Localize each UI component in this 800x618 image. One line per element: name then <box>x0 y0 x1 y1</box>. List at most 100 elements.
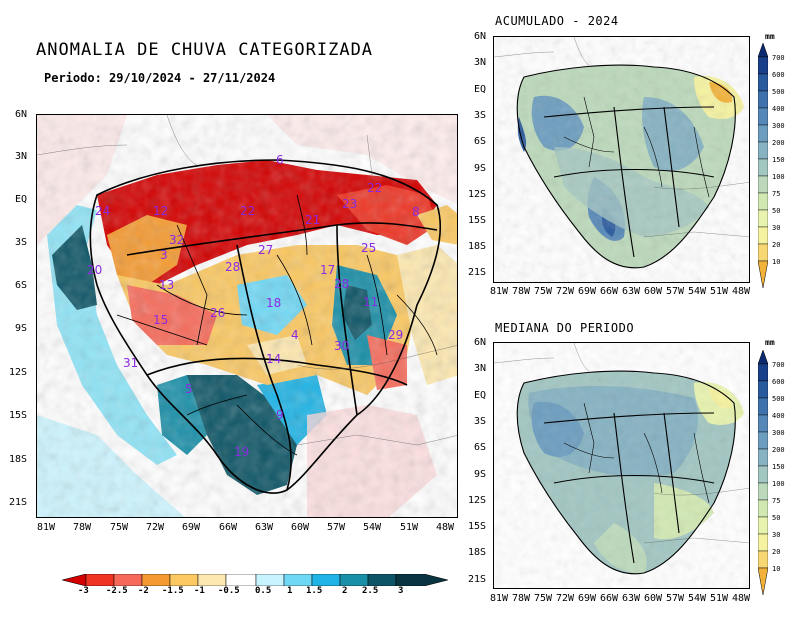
colorbar-tick-label: -0.5 <box>218 586 240 596</box>
lon-tick: 60W <box>644 593 663 604</box>
colorbar-tick-label: 300 <box>772 122 785 130</box>
colorbar-tick-label: 1 <box>287 586 293 596</box>
main-map-period: Periodo: 29/10/2024 - 27/11/2024 <box>44 71 276 85</box>
bottom-precip-colorbar <box>757 349 769 596</box>
colorbar-tick-label: 2.5 <box>362 586 379 596</box>
lon-tick: 66W <box>219 522 238 533</box>
main-map-title: ANOMALIA DE CHUVA CATEGORIZADA <box>36 40 374 60</box>
lon-tick: 75W <box>534 286 553 297</box>
lat-tick: 21S <box>9 497 28 508</box>
lat-tick: EQ <box>474 84 487 95</box>
lat-tick: 6N <box>474 31 487 42</box>
lon-tick: 51W <box>710 593 729 604</box>
colorbar-tick-label: -2.5 <box>106 586 128 596</box>
lon-tick: 63W <box>622 286 641 297</box>
colorbar-tick-label: 50 <box>772 514 781 522</box>
basin-label: 26 <box>210 306 226 320</box>
basin-label: 28 <box>225 260 241 274</box>
lat-tick: 18S <box>9 454 28 465</box>
lat-tick: 3S <box>474 110 487 121</box>
lat-tick: 6N <box>15 109 28 120</box>
lat-tick: 3S <box>15 237 28 248</box>
colorbar-tick-label: -2 <box>138 586 149 596</box>
basin-label: 22 <box>240 204 256 218</box>
colorbar-tick-label: 10 <box>772 565 781 573</box>
basin-label: 21 <box>305 213 321 227</box>
basin-label: 30 <box>334 339 350 353</box>
bottom-colorbar-unit: mm <box>765 338 775 347</box>
colorbar-tick-label: 1.5 <box>306 586 323 596</box>
basin-label: 31 <box>123 356 139 370</box>
lat-tick: 12S <box>9 367 28 378</box>
lat-tick: 9S <box>15 323 28 334</box>
colorbar-tick-label: -3 <box>78 586 89 596</box>
basin-label: 17 <box>320 263 336 277</box>
lat-tick: 12S <box>468 189 487 200</box>
anomaly-map <box>36 114 458 518</box>
lat-tick: 3S <box>474 416 487 427</box>
basin-label: 18 <box>266 296 282 310</box>
colorbar-tick-label: 200 <box>772 446 785 454</box>
lon-tick: 75W <box>534 593 553 604</box>
lon-tick: 78W <box>512 286 531 297</box>
colorbar-tick-label: 150 <box>772 156 785 164</box>
colorbar-tick-label: 700 <box>772 361 785 369</box>
lat-tick: 6S <box>474 442 487 453</box>
lon-tick: 48W <box>732 593 751 604</box>
basin-label: 15 <box>153 313 169 327</box>
lat-tick: 15S <box>468 521 487 532</box>
basin-label: 24 <box>95 204 111 218</box>
colorbar-tick-label: 0.5 <box>255 586 272 596</box>
lon-tick: 57W <box>327 522 346 533</box>
colorbar-tick-label: 600 <box>772 71 785 79</box>
lat-tick: 6S <box>474 136 487 147</box>
lon-tick: 72W <box>556 593 575 604</box>
lat-tick: 15S <box>9 410 28 421</box>
basin-label: 29 <box>388 328 404 342</box>
lon-tick: 72W <box>556 286 575 297</box>
lat-tick: 3N <box>474 57 487 68</box>
lat-tick: 3N <box>15 151 28 162</box>
lon-tick: 69W <box>182 522 201 533</box>
lon-tick: 54W <box>363 522 382 533</box>
bottom-precip-colorbar-bar <box>757 349 769 596</box>
lat-tick: 12S <box>468 495 487 506</box>
basin-label: 13 <box>159 278 175 292</box>
colorbar-tick-label: 75 <box>772 190 781 198</box>
lat-tick: 6N <box>474 337 487 348</box>
colorbar-tick-label: 50 <box>772 207 781 215</box>
basin-label: 3 <box>160 248 168 262</box>
lat-tick: 21S <box>468 267 487 278</box>
colorbar-tick-label: 75 <box>772 497 781 505</box>
anomaly-map-graphic <box>37 115 457 517</box>
lon-tick: 60W <box>644 286 663 297</box>
colorbar-tick-label: 400 <box>772 105 785 113</box>
colorbar-tick-label: 700 <box>772 54 785 62</box>
basin-label: 32 <box>169 233 185 247</box>
lon-tick: 78W <box>73 522 92 533</box>
top-panel-title: ACUMULADO - 2024 <box>495 14 619 28</box>
basin-label: 23 <box>342 197 358 211</box>
lon-tick: 72W <box>146 522 165 533</box>
colorbar-tick-label: -1.5 <box>162 586 184 596</box>
accumulated-map-graphic <box>494 37 749 282</box>
basin-label: 5 <box>185 382 193 396</box>
lat-tick: 9S <box>474 163 487 174</box>
lat-tick: 9S <box>474 469 487 480</box>
colorbar-tick-label: 100 <box>772 480 785 488</box>
colorbar-tick-label: 3 <box>398 586 404 596</box>
colorbar-tick-label: 2 <box>342 586 348 596</box>
colorbar-tick-label: 20 <box>772 241 781 249</box>
lat-tick: 3N <box>474 363 487 374</box>
colorbar-tick-label: 600 <box>772 378 785 386</box>
lon-tick: 75W <box>110 522 129 533</box>
lat-tick: 21S <box>468 574 487 585</box>
colorbar-tick-label: 400 <box>772 412 785 420</box>
anomaly-colorbar <box>61 571 449 587</box>
colorbar-tick-label: 20 <box>772 548 781 556</box>
lon-tick: 81W <box>37 522 56 533</box>
colorbar-tick-label: 30 <box>772 224 781 232</box>
lon-tick: 48W <box>732 286 751 297</box>
lon-tick: 60W <box>291 522 310 533</box>
colorbar-tick-label: 300 <box>772 429 785 437</box>
